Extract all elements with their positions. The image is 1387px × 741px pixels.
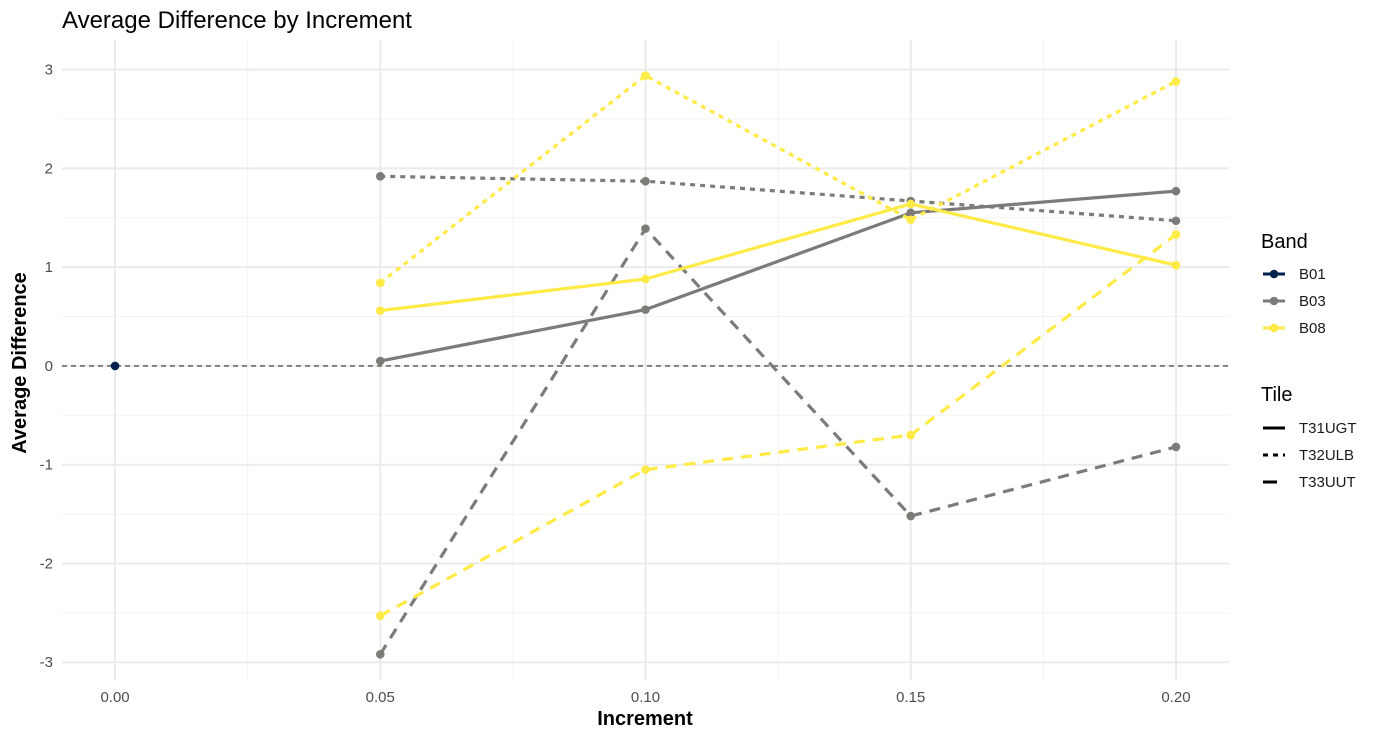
data-point bbox=[641, 305, 650, 314]
x-axis-title: Increment bbox=[597, 708, 693, 730]
x-tick-label: 0.00 bbox=[100, 689, 129, 706]
y-tick-label: -2 bbox=[40, 555, 53, 572]
legend-band-b01: B01 bbox=[1263, 266, 1326, 283]
legend-key-point bbox=[1269, 296, 1279, 306]
legend-label: B01 bbox=[1299, 266, 1326, 283]
legend-label: T32ULB bbox=[1299, 447, 1354, 464]
data-point bbox=[375, 171, 385, 181]
legend-label: B08 bbox=[1299, 320, 1326, 337]
series-b08-t32ulb bbox=[375, 71, 1181, 288]
data-point bbox=[641, 71, 650, 80]
data-point bbox=[641, 465, 650, 474]
legend-tile-t31ugt: T31UGT bbox=[1263, 420, 1357, 437]
data-point bbox=[1171, 186, 1181, 196]
data-point bbox=[1171, 216, 1181, 226]
x-tick-label: 0.10 bbox=[631, 689, 660, 706]
x-tick-label: 0.15 bbox=[896, 689, 925, 706]
data-point bbox=[641, 176, 650, 186]
legend-label: B03 bbox=[1299, 293, 1326, 310]
series-line bbox=[380, 202, 1177, 313]
y-tick-label: 1 bbox=[45, 259, 53, 276]
y-axis-title: Average Difference bbox=[9, 272, 31, 454]
data-point bbox=[906, 430, 916, 440]
y-axis-ticks: -3 -2 -1 0 1 2 3 bbox=[40, 62, 53, 672]
legend-key-point bbox=[1269, 269, 1279, 279]
y-tick-label: -3 bbox=[40, 654, 53, 671]
data-point bbox=[375, 356, 385, 366]
data-point bbox=[641, 224, 650, 233]
data-point bbox=[375, 611, 385, 621]
data-point bbox=[1171, 260, 1181, 270]
y-tick-label: 3 bbox=[45, 62, 53, 79]
data-point bbox=[1171, 230, 1181, 239]
grid-lines bbox=[62, 40, 1229, 680]
x-axis-ticks: 0.00 0.05 0.10 0.15 0.20 bbox=[100, 689, 1190, 706]
y-tick-label: -1 bbox=[40, 457, 53, 474]
y-tick-label: 0 bbox=[45, 358, 53, 375]
legend-title-tile: Tile bbox=[1261, 384, 1292, 406]
data-point bbox=[375, 306, 385, 315]
series-b08-t33uut bbox=[375, 230, 1181, 621]
data-point bbox=[906, 208, 916, 218]
legend-band-b03: B03 bbox=[1263, 293, 1326, 310]
data-point bbox=[906, 199, 916, 209]
legend-title-band: Band bbox=[1261, 231, 1308, 253]
legend-tile-entries: T31UGT T32ULB T33UUT bbox=[1263, 420, 1357, 491]
y-tick-label: 2 bbox=[45, 160, 53, 177]
data-point bbox=[375, 650, 385, 659]
series-b01-t31ugt bbox=[110, 361, 120, 371]
data-point bbox=[1171, 77, 1181, 86]
data-point bbox=[1171, 442, 1181, 452]
data-point bbox=[906, 215, 916, 225]
plot-area bbox=[62, 40, 1229, 680]
series-b03-t31ugt bbox=[375, 186, 1181, 366]
legend-label: T31UGT bbox=[1299, 420, 1357, 437]
series-group bbox=[110, 71, 1181, 659]
x-tick-label: 0.05 bbox=[366, 689, 395, 706]
legend-key-point bbox=[1269, 323, 1279, 333]
data-point bbox=[641, 274, 650, 284]
series-b03-t33uut bbox=[375, 224, 1181, 659]
chart-title: Average Difference by Increment bbox=[62, 7, 412, 34]
legend: Band B01 B03 B08 Tile T31UGT T32ULB T33UUT bbox=[1261, 231, 1357, 491]
series-line bbox=[380, 174, 1177, 223]
series-b08-t31ugt bbox=[375, 199, 1181, 315]
series-line bbox=[378, 227, 1177, 656]
data-point bbox=[906, 511, 916, 521]
data-point bbox=[375, 278, 385, 288]
legend-tile-t33uut: T33UUT bbox=[1263, 474, 1356, 491]
legend-band-b08: B08 bbox=[1263, 320, 1326, 337]
legend-label: T33UUT bbox=[1299, 474, 1356, 491]
legend-tile-t32ulb: T32ULB bbox=[1263, 447, 1354, 464]
legend-band-entries: B01 B03 B08 bbox=[1263, 266, 1326, 337]
data-point bbox=[110, 361, 120, 371]
series-line bbox=[379, 189, 1177, 363]
x-tick-label: 0.20 bbox=[1161, 689, 1190, 706]
